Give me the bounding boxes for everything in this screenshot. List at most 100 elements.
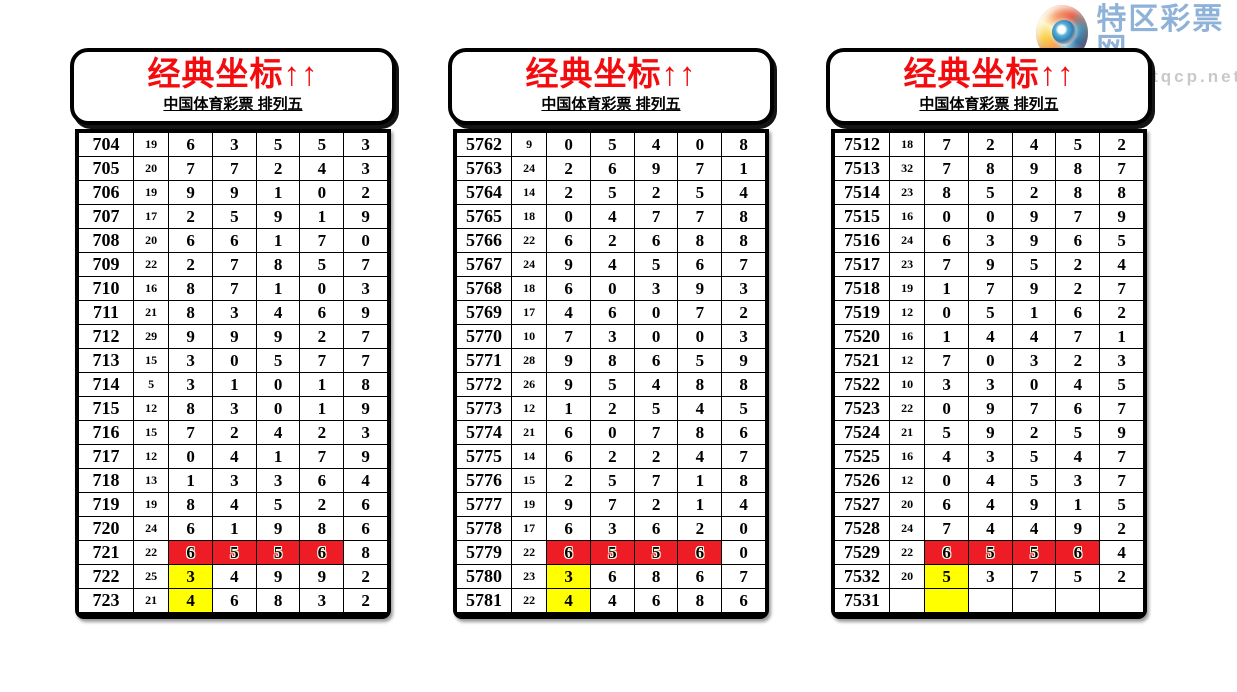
digit-cell: 6 xyxy=(1055,540,1101,566)
table-row: 7523 22 0 9 7 6 7 xyxy=(834,396,1144,422)
table-row: 7517 23 7 9 5 2 4 xyxy=(834,252,1144,278)
panel-title: 经典坐标↑↑ xyxy=(903,55,1075,92)
digit-cell: 3 xyxy=(1011,348,1057,374)
digit-cell: 3 xyxy=(721,324,766,350)
digit-cell: 7 xyxy=(721,444,766,470)
count-cell: 20 xyxy=(888,564,926,590)
digit-cell: 8 xyxy=(1055,180,1101,206)
count-cell: 13 xyxy=(132,468,170,494)
period-cell: 719 xyxy=(78,492,134,518)
table-row: 5778 17 6 3 6 2 0 xyxy=(456,516,766,542)
digit-cell: 5 xyxy=(677,180,723,206)
panel-subtitle: 中国体育彩票 排列五 xyxy=(919,96,1059,114)
table-row: 719 19 8 4 5 2 6 xyxy=(78,492,388,518)
digit-cell: 4 xyxy=(546,588,591,614)
table-row: 704 19 6 3 5 5 3 xyxy=(78,132,388,158)
digit-cell: 2 xyxy=(546,180,591,206)
table-row: 7521 12 7 0 3 2 3 xyxy=(834,348,1144,374)
results-table-wrap: 5762 9 0 5 4 0 8 5763 24 2 6 9 7 1 5764 14 2 5 2 5 4 5765 18 0 4… xyxy=(453,129,769,620)
digit-cell: 4 xyxy=(1099,540,1144,566)
period-cell: 713 xyxy=(78,348,134,374)
table-row: 5767 24 9 4 5 6 7 xyxy=(456,252,766,278)
digit-cell: 6 xyxy=(589,300,635,326)
count-cell: 12 xyxy=(888,348,926,374)
digit-cell: 7 xyxy=(677,156,723,182)
digit-cell: 2 xyxy=(1099,516,1144,542)
digit-cell: 7 xyxy=(924,348,969,374)
digit-cell: 4 xyxy=(589,204,635,230)
digit-cell: 2 xyxy=(343,564,388,590)
digit-cell: 2 xyxy=(211,420,257,446)
digit-cell: 2 xyxy=(589,396,635,422)
count-cell: 15 xyxy=(510,468,548,494)
digit-cell: 1 xyxy=(299,372,345,398)
digit-cell: 8 xyxy=(721,468,766,494)
digit-cell: 5 xyxy=(299,252,345,278)
period-cell: 5779 xyxy=(456,540,512,566)
digit-cell: 7 xyxy=(168,420,213,446)
digit-cell: 8 xyxy=(924,180,969,206)
period-cell: 714 xyxy=(78,372,134,398)
count-cell: 17 xyxy=(132,204,170,230)
digit-cell: 7 xyxy=(211,276,257,302)
digit-cell: 3 xyxy=(633,276,679,302)
table-row: 7519 12 0 5 1 6 2 xyxy=(834,300,1144,326)
table-row: 5763 24 2 6 9 7 1 xyxy=(456,156,766,182)
table-row: 5777 19 9 7 2 1 4 xyxy=(456,492,766,518)
count-cell: 20 xyxy=(888,492,926,518)
digit-cell: 9 xyxy=(255,516,301,542)
table-row: 715 12 8 3 0 1 9 xyxy=(78,396,388,422)
digit-cell: 4 xyxy=(211,564,257,590)
table-row: 5779 22 6 5 5 6 0 xyxy=(456,540,766,566)
digit-cell: 5 xyxy=(1055,420,1101,446)
digit-cell: 6 xyxy=(589,564,635,590)
count-cell: 10 xyxy=(510,324,548,350)
digit-cell: 4 xyxy=(211,492,257,518)
count-cell: 22 xyxy=(888,540,926,566)
digit-cell: 6 xyxy=(299,300,345,326)
period-cell: 705 xyxy=(78,156,134,182)
period-cell: 715 xyxy=(78,396,134,422)
digit-cell: 3 xyxy=(343,276,388,302)
digit-cell: 1 xyxy=(546,396,591,422)
digit-cell: 7 xyxy=(211,252,257,278)
digit-cell: 7 xyxy=(299,444,345,470)
digit-cell: 5 xyxy=(255,540,301,566)
digit-cell: 0 xyxy=(967,348,1013,374)
digit-cell: 1 xyxy=(255,180,301,206)
period-cell: 5766 xyxy=(456,228,512,254)
digit-cell: 3 xyxy=(211,300,257,326)
count-cell: 24 xyxy=(510,252,548,278)
digit-cell: 1 xyxy=(677,492,723,518)
digit-cell: 0 xyxy=(721,516,766,542)
digit-cell: 9 xyxy=(299,564,345,590)
table-row: 7528 24 7 4 4 9 2 xyxy=(834,516,1144,542)
count-cell: 12 xyxy=(888,300,926,326)
period-cell: 716 xyxy=(78,420,134,446)
period-cell: 718 xyxy=(78,468,134,494)
period-cell: 722 xyxy=(78,564,134,590)
digit-cell: 8 xyxy=(1055,156,1101,182)
digit-cell: 9 xyxy=(677,276,723,302)
digit-cell: 5 xyxy=(1011,468,1057,494)
digit-cell: 5 xyxy=(589,180,635,206)
count-cell: 28 xyxy=(510,348,548,374)
count-cell: 23 xyxy=(888,180,926,206)
table-row: 5780 23 3 6 8 6 7 xyxy=(456,564,766,590)
digit-cell: 8 xyxy=(343,540,388,566)
digit-cell: 4 xyxy=(299,156,345,182)
period-cell: 7512 xyxy=(834,132,890,158)
period-cell: 5781 xyxy=(456,588,512,614)
digit-cell: 2 xyxy=(721,300,766,326)
digit-cell: 7 xyxy=(1011,564,1057,590)
period-cell: 7518 xyxy=(834,276,890,302)
digit-cell: 1 xyxy=(924,324,969,350)
count-cell: 24 xyxy=(888,228,926,254)
digit-cell: 1 xyxy=(677,468,723,494)
digit-cell: 3 xyxy=(168,348,213,374)
period-cell: 5775 xyxy=(456,444,512,470)
period-cell: 706 xyxy=(78,180,134,206)
digit-cell: 5 xyxy=(211,540,257,566)
digit-cell: 5 xyxy=(924,564,969,590)
